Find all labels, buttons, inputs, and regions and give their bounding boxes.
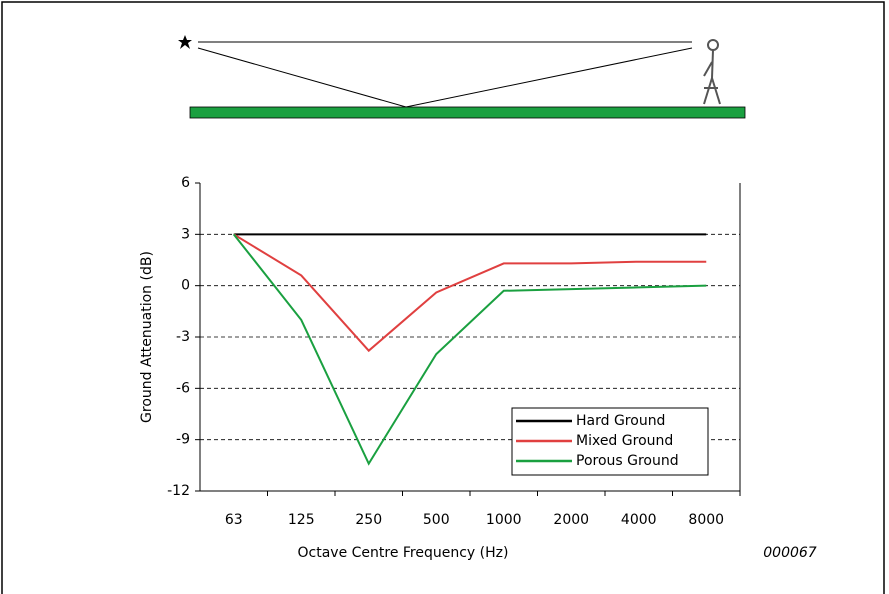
legend-label: Mixed Ground	[576, 433, 673, 449]
source-star	[178, 35, 192, 49]
y-tick-label: 3	[181, 226, 190, 242]
x-tick-label: 500	[423, 512, 450, 528]
x-axis-label: Octave Centre Frequency (Hz)	[298, 545, 509, 561]
x-tick-label: 63	[225, 512, 243, 528]
y-tick-label: -3	[176, 329, 190, 345]
reflected-path	[197, 47, 693, 108]
y-axis-label: Ground Attenuation (dB)	[139, 251, 155, 423]
x-tick-label: 125	[288, 512, 315, 528]
y-tick-label: 0	[181, 278, 190, 294]
x-tick-label: 1000	[486, 512, 522, 528]
series-line	[233, 233, 707, 353]
y-tick-label: 6	[181, 175, 190, 191]
propagation-diagram	[178, 35, 746, 119]
legend-label: Porous Ground	[576, 453, 679, 469]
annotation: 000067	[763, 545, 817, 561]
x-tick-label: 8000	[688, 512, 724, 528]
x-tick-label: 4000	[621, 512, 657, 528]
y-tick-label: -9	[176, 432, 190, 448]
legend: Hard Ground Mixed Ground Porous Ground	[511, 407, 709, 476]
x-tick-label: 2000	[553, 512, 589, 528]
x-tick-label: 250	[355, 512, 382, 528]
y-tick-label: -6	[176, 380, 190, 396]
receiver-figure	[703, 39, 721, 105]
legend-label: Hard Ground	[576, 413, 665, 429]
ground	[189, 106, 746, 119]
y-tick-label: -12	[167, 483, 190, 499]
series-line	[232, 233, 707, 466]
